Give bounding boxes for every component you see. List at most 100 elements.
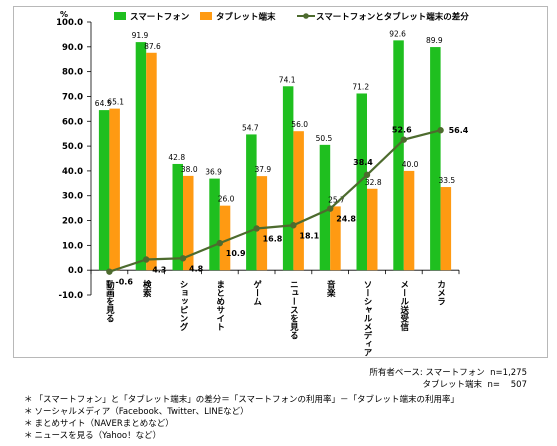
y-tick-label: 20.0 [62, 217, 83, 227]
y-tick-label: 40.0 [62, 167, 83, 177]
smartphone-value-label: 50.5 [316, 134, 333, 143]
smartphone-value-label: 92.6 [389, 29, 406, 38]
x-category-label: ソーシャルメディア [362, 280, 372, 357]
smartphone-value-label: 54.7 [242, 123, 259, 132]
smartphone-value-label: 64.5 [95, 99, 112, 108]
tablet-bar [403, 170, 415, 271]
legend-swatch [200, 12, 212, 20]
tablet-bar [330, 206, 341, 271]
smartphone-bar [172, 163, 183, 271]
tablet-value-label: 87.6 [144, 42, 161, 51]
difference-point [106, 268, 113, 275]
footnote: ＊ニュースを見る（Yahoo！など） [24, 429, 161, 441]
tablet-bar [256, 176, 268, 271]
legend-label: タブレット端末 [216, 12, 276, 23]
x-category-label: ゲーム [252, 280, 262, 306]
footnote: ＊まとめサイト（NAVERまとめなど） [24, 417, 174, 429]
smartphone-value-label: 74.1 [279, 75, 296, 84]
x-category-label: メール送受信 [399, 280, 410, 332]
smartphone-value-label: 36.9 [205, 168, 222, 177]
y-axis-unit: % [60, 10, 68, 19]
y-tick-label: 10.0 [62, 241, 83, 251]
y-tick-label: 50.0 [62, 142, 83, 152]
smartphone-bar [393, 40, 404, 271]
difference-point [290, 222, 297, 229]
smartphone-bar [356, 93, 367, 271]
tablet-value-label: 25.7 [328, 195, 345, 204]
difference-value-label: 16.8 [263, 234, 283, 243]
x-category-label: 検索 [141, 280, 151, 299]
difference-value-label: 38.4 [353, 158, 373, 167]
tablet-value-label: 40.0 [402, 160, 419, 169]
smartphone-bar [319, 144, 331, 271]
y-tick-label: 70.0 [62, 92, 83, 102]
tablet-value-label: 37.9 [254, 165, 271, 174]
footnote-text: まとめサイト（NAVERまとめなど） [34, 419, 174, 429]
footnote-text: ニュースを見る（Yahoo！など） [34, 431, 162, 441]
difference-point [437, 127, 444, 134]
x-category-label: まとめサイト [215, 280, 225, 331]
tablet-value-label: 56.0 [291, 120, 308, 129]
footnote-marker: ＊ [24, 431, 33, 441]
smartphone-bar [98, 110, 110, 271]
x-category-label: 動画を見る [104, 280, 115, 323]
footnote: ＊「スマートフォン」と「タブレット端末」の差分＝「スマートフォンの利用率」－「タ… [24, 393, 459, 405]
smartphone-bar [209, 178, 220, 271]
tablet-bar [440, 187, 452, 271]
y-tick-label: 0.0 [68, 266, 83, 276]
x-category-label: カメラ [436, 280, 446, 306]
difference-value-label: 10.9 [226, 249, 246, 258]
difference-value-label: 52.6 [392, 126, 412, 135]
base-note-line2: タブレット端末 n= 507 [423, 378, 527, 390]
tablet-bar [109, 108, 120, 271]
base-note-label: 所有者ベース: [369, 368, 423, 378]
smartphone-value-label: 89.9 [426, 36, 443, 45]
x-category-label: 音楽 [325, 280, 336, 299]
tablet-value-label: 33.5 [438, 176, 455, 185]
legend-swatch [114, 12, 126, 20]
footnote-marker: ＊ [24, 419, 33, 429]
y-tick-label: 30.0 [62, 192, 83, 202]
tablet-value-label: 26.0 [218, 195, 235, 204]
footnote-text: ソーシャルメディア（Facebook、Twitter、LINEなど） [34, 407, 249, 417]
difference-value-label: 4.8 [189, 264, 204, 273]
smartphone-value-label: 91.9 [132, 31, 149, 40]
bar-line-chart: スマートフォン タブレット端末 スマートフォンとタブレット端末の差分%100.0 90… [56, 10, 469, 357]
difference-point [253, 225, 260, 232]
difference-point [327, 205, 334, 212]
base-note-tablet: タブレット端末 n= 507 [422, 380, 527, 390]
difference-point [400, 136, 407, 143]
legend-label: スマートフォン [130, 13, 190, 23]
difference-value-label: 56.4 [449, 126, 469, 135]
y-tick-label: 100.0 [56, 18, 83, 28]
legend-label: スマートフォンとタブレット端末の差分 [316, 12, 469, 23]
difference-value-label: 4.3 [152, 266, 166, 275]
difference-point [179, 255, 187, 262]
y-tick-label: -10.0 [59, 291, 84, 301]
footnote-marker: ＊ [24, 407, 33, 417]
footnote: ＊ソーシャルメディア（Facebook、Twitter、LINEなど） [24, 405, 249, 417]
x-category-label: ショッピング [178, 280, 188, 332]
smartphone-value-label: 42.8 [168, 153, 185, 162]
tablet-bar [219, 205, 231, 271]
tablet-bar [146, 52, 157, 271]
tablet-value-label: 32.8 [365, 178, 382, 187]
smartphone-value-label: 71.2 [352, 82, 369, 91]
y-tick-label: 90.0 [62, 43, 83, 53]
smartphone-bar [430, 47, 441, 271]
difference-value-label: 24.8 [336, 215, 356, 224]
tablet-bar [367, 188, 378, 271]
smartphone-bar [246, 134, 257, 271]
difference-value-label: -0.6 [115, 278, 133, 287]
difference-point [143, 256, 150, 263]
chart-area: スマートフォン タブレット端末 スマートフォンとタブレット端末の差分% 100.0 90… [13, 6, 548, 358]
tablet-bar [293, 131, 304, 271]
y-tick-label: 60.0 [62, 117, 83, 127]
tablet-bar [183, 175, 194, 271]
base-note-line1: 所有者ベース: スマートフォン n=1,275 [369, 366, 527, 378]
footnote-marker: ＊ [24, 395, 33, 405]
difference-point [363, 171, 371, 179]
base-note-smartphone: スマートフォン n=1,275 [425, 368, 528, 378]
smartphone-bar [282, 86, 294, 271]
difference-value-label: 18.1 [299, 231, 319, 240]
